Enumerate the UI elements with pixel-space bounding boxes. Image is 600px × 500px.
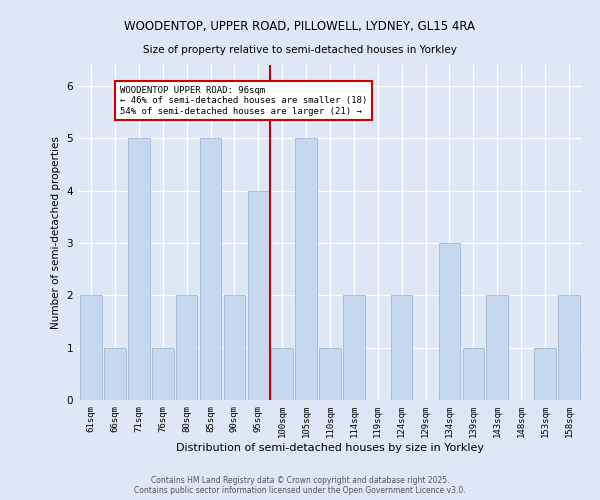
Bar	[463, 348, 484, 400]
Bar	[200, 138, 221, 400]
Bar	[80, 296, 102, 400]
Bar	[391, 296, 412, 400]
Bar	[439, 243, 460, 400]
Y-axis label: Number of semi-detached properties: Number of semi-detached properties	[51, 136, 61, 329]
Bar	[534, 348, 556, 400]
Bar	[248, 190, 269, 400]
Bar	[104, 348, 126, 400]
X-axis label: Distribution of semi-detached houses by size in Yorkley: Distribution of semi-detached houses by …	[176, 442, 484, 452]
Text: Size of property relative to semi-detached houses in Yorkley: Size of property relative to semi-detach…	[143, 45, 457, 55]
Bar	[271, 348, 293, 400]
Bar	[319, 348, 341, 400]
Bar	[295, 138, 317, 400]
Bar	[558, 296, 580, 400]
Text: WOODENTOP UPPER ROAD: 96sqm
← 46% of semi-detached houses are smaller (18)
54% o: WOODENTOP UPPER ROAD: 96sqm ← 46% of sem…	[120, 86, 367, 116]
Bar	[487, 296, 508, 400]
Bar	[176, 296, 197, 400]
Text: Contains HM Land Registry data © Crown copyright and database right 2025.
Contai: Contains HM Land Registry data © Crown c…	[134, 476, 466, 495]
Bar	[343, 296, 365, 400]
Text: WOODENTOP, UPPER ROAD, PILLOWELL, LYDNEY, GL15 4RA: WOODENTOP, UPPER ROAD, PILLOWELL, LYDNEY…	[125, 20, 476, 33]
Bar	[128, 138, 149, 400]
Bar	[224, 296, 245, 400]
Bar	[152, 348, 173, 400]
